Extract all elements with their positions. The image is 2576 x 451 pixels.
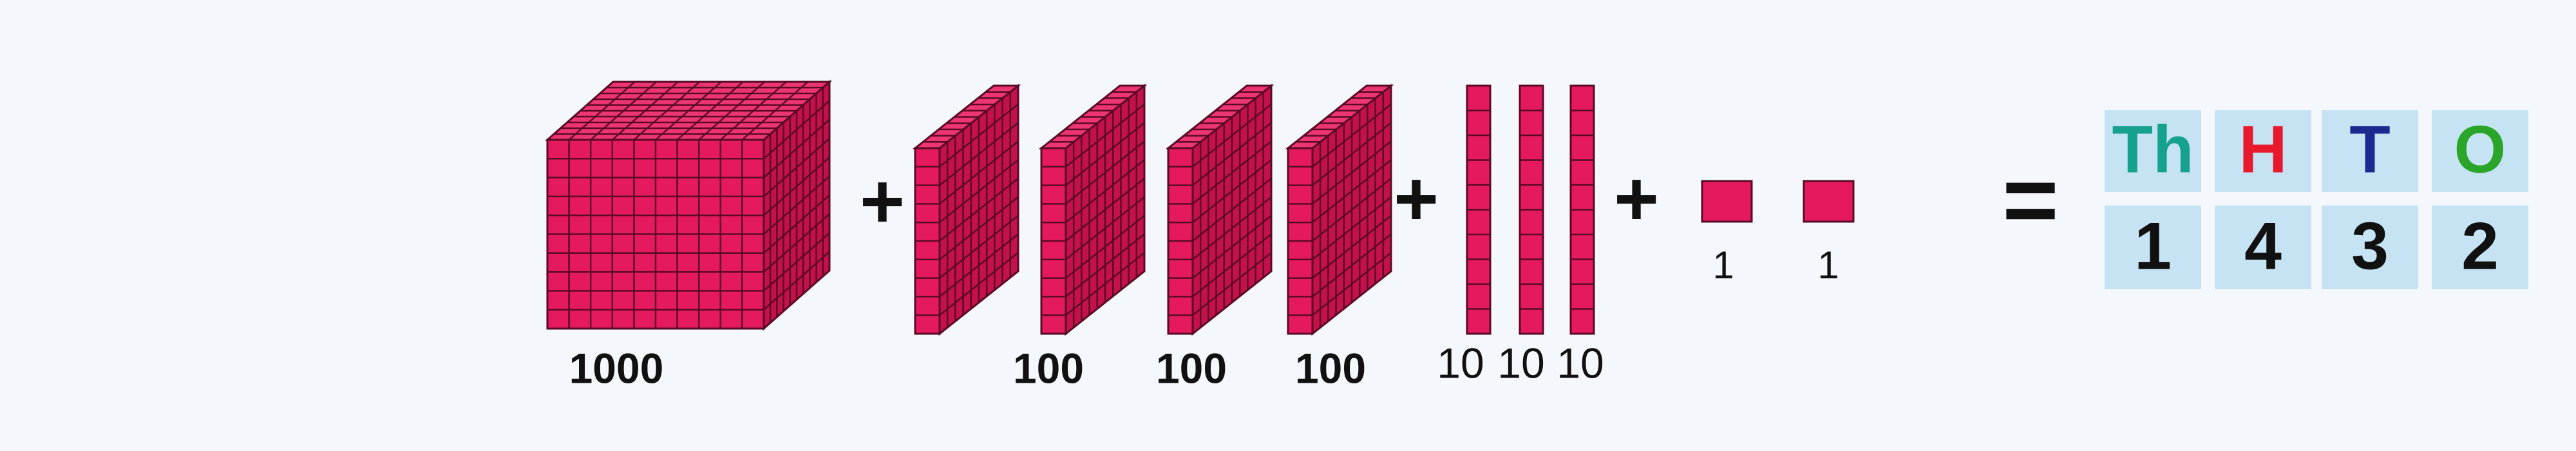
grid-line [1312, 252, 1392, 316]
one-label: 1 [1817, 244, 1839, 287]
grid-line [763, 100, 830, 160]
grid-line [1065, 140, 1145, 205]
grid-line [763, 232, 830, 292]
block-face [1466, 84, 1492, 335]
digit: 4 [2244, 209, 2282, 283]
block-face [1701, 180, 1753, 223]
grid-line [1192, 159, 1272, 224]
grid-line [763, 251, 830, 311]
grid-line [939, 215, 1019, 279]
grid-line [763, 175, 830, 235]
grid-line [939, 103, 1019, 168]
place-value-table: Th H T O 1 4 3 2 [2105, 110, 2528, 289]
one-label: 1 [1712, 244, 1734, 287]
header-tens: T [2349, 112, 2391, 187]
plus-sign: + [1394, 156, 1439, 242]
digit: 2 [2461, 209, 2499, 283]
base-ten-blocks [545, 79, 1855, 336]
block-face [938, 83, 1019, 336]
face-fill [1803, 180, 1855, 223]
header-thousands: Th [2112, 112, 2193, 187]
grid-line [939, 233, 1019, 298]
grid-line [1192, 122, 1272, 186]
ten-label: 10 [1557, 339, 1604, 387]
grid-line [939, 252, 1019, 316]
grid-line [939, 196, 1019, 260]
grid-line [1312, 122, 1392, 186]
grid-line [1065, 122, 1145, 186]
block-face [1285, 84, 1394, 149]
grid-line [1065, 196, 1145, 260]
plus-sign: + [860, 158, 905, 245]
grid-line [1192, 178, 1272, 242]
grid-line [763, 157, 830, 216]
grid-line [763, 119, 830, 178]
grid-line [1312, 233, 1392, 298]
grid-line [1192, 140, 1272, 205]
grid-line [1312, 159, 1392, 224]
block-face [1803, 180, 1855, 223]
grid-line [763, 137, 830, 197]
digit-cell [2322, 206, 2418, 289]
block-face [1038, 84, 1148, 149]
grid-line [763, 194, 830, 254]
hundred-label: 100 [1156, 344, 1227, 392]
block-face [1287, 147, 1314, 335]
block-face [1167, 147, 1194, 335]
block-face [1065, 83, 1146, 336]
header-cell [2215, 110, 2311, 192]
grid-line [1065, 252, 1145, 316]
grid-line [1312, 215, 1392, 279]
grid-line [1065, 103, 1145, 168]
grid-line [1312, 178, 1392, 242]
grid-line [1192, 196, 1272, 260]
grid-line [939, 178, 1019, 242]
plus-sign: + [1614, 156, 1659, 242]
block-face [762, 79, 831, 331]
header-ones: O [2454, 112, 2506, 187]
digit-cell [2215, 206, 2311, 289]
header-hundreds: H [2239, 112, 2287, 187]
block-face [1191, 83, 1273, 336]
block-face [1040, 147, 1067, 335]
ten-label: 10 [1437, 339, 1484, 387]
grid-line [939, 159, 1019, 224]
grid-line [1065, 215, 1145, 279]
thousand-label: 1000 [569, 344, 664, 392]
grid-line [939, 140, 1019, 205]
hundred-label: 100 [1295, 344, 1366, 392]
grid-line [1065, 233, 1145, 298]
header-cell [2105, 110, 2201, 192]
block-face [1569, 84, 1595, 335]
grid-line [1065, 159, 1145, 224]
grid-line [939, 122, 1019, 186]
digit-cell [2105, 206, 2201, 289]
grid-line [1192, 233, 1272, 298]
grid-line [1312, 140, 1392, 205]
face-fill [1701, 180, 1753, 223]
digit-cell [2432, 206, 2528, 289]
block-face [1519, 84, 1544, 335]
digit: 3 [2351, 209, 2389, 283]
grid-line [1192, 103, 1272, 168]
equals-sign: = [2002, 146, 2059, 254]
block-face [545, 81, 832, 141]
digit: 1 [2134, 209, 2172, 283]
grid-line [1065, 178, 1145, 242]
header-cell [2432, 110, 2528, 192]
ten-label: 10 [1497, 339, 1544, 387]
grid-line [763, 213, 830, 273]
grid-line [1192, 215, 1272, 279]
grid-line [1192, 252, 1272, 316]
block-face [546, 139, 765, 330]
hundred-label: 100 [1013, 344, 1084, 392]
block-face [1311, 83, 1392, 336]
header-cell [2322, 110, 2418, 192]
block-face [914, 147, 941, 335]
grid-line [1312, 196, 1392, 260]
grid-line [1312, 103, 1392, 168]
